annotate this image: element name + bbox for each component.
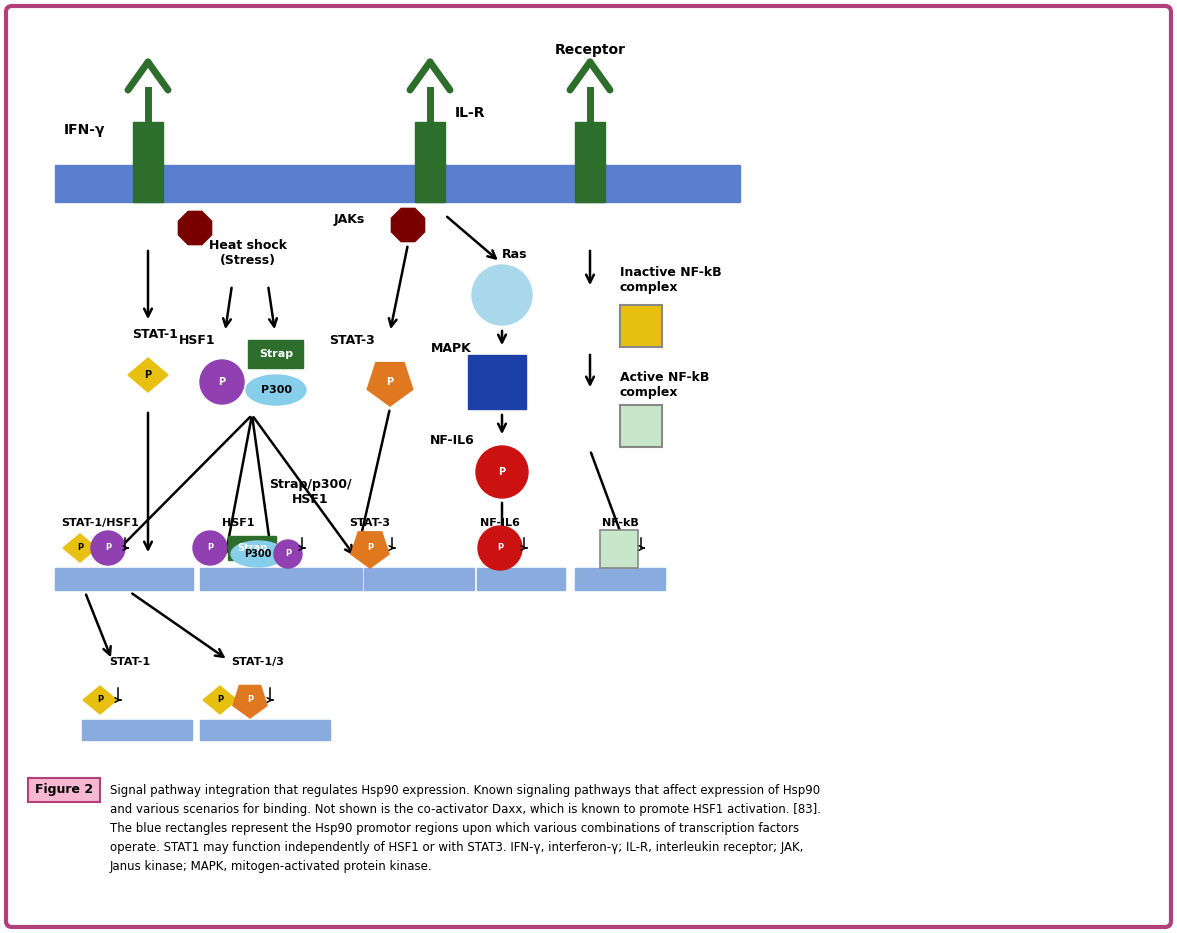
Text: operate. STAT1 may function independently of HSF1 or with STAT3. IFN-γ, interfer: operate. STAT1 may function independentl… bbox=[109, 841, 804, 854]
Text: Figure 2: Figure 2 bbox=[35, 784, 93, 797]
Text: IL-R: IL-R bbox=[455, 106, 485, 120]
Text: STAT-1: STAT-1 bbox=[109, 657, 151, 667]
Text: Receptor: Receptor bbox=[554, 43, 625, 57]
Text: MAPK: MAPK bbox=[431, 341, 472, 355]
Text: P: P bbox=[285, 550, 291, 559]
Bar bbox=[228, 536, 275, 560]
Ellipse shape bbox=[246, 375, 306, 405]
Polygon shape bbox=[128, 358, 168, 392]
Text: NF-kB: NF-kB bbox=[601, 518, 638, 528]
Bar bbox=[468, 355, 526, 409]
Text: Janus kinase; MAPK, mitogen-activated protein kinase.: Janus kinase; MAPK, mitogen-activated pr… bbox=[109, 860, 433, 873]
Circle shape bbox=[193, 531, 227, 565]
Text: and various scenarios for binding. Not shown is the co-activator Daxx, which is : and various scenarios for binding. Not s… bbox=[109, 803, 822, 816]
Text: Heat shock
(Stress): Heat shock (Stress) bbox=[210, 239, 287, 267]
Text: P: P bbox=[386, 377, 393, 387]
Text: STAT-1: STAT-1 bbox=[132, 328, 178, 341]
Text: Active NF-kB
complex: Active NF-kB complex bbox=[620, 371, 710, 399]
Bar bbox=[28, 778, 100, 802]
Bar bbox=[576, 122, 605, 202]
Text: P: P bbox=[97, 695, 104, 704]
Text: HSF1: HSF1 bbox=[179, 333, 215, 346]
Text: Signal pathway integration that regulates Hsp90 expression. Known signaling path: Signal pathway integration that regulate… bbox=[109, 784, 820, 797]
Bar bbox=[55, 165, 740, 202]
Text: STAT-3: STAT-3 bbox=[350, 518, 391, 528]
Text: The blue rectangles represent the Hsp90 promotor regions upon which various comb: The blue rectangles represent the Hsp90 … bbox=[109, 822, 799, 835]
Text: P: P bbox=[77, 544, 84, 552]
Text: Strap: Strap bbox=[259, 349, 293, 359]
Text: P: P bbox=[217, 695, 224, 704]
Bar bbox=[82, 720, 192, 740]
Bar bbox=[415, 122, 445, 202]
Bar bbox=[200, 568, 363, 590]
Text: P: P bbox=[498, 467, 506, 477]
Polygon shape bbox=[84, 686, 117, 714]
Bar bbox=[133, 122, 162, 202]
Text: P300: P300 bbox=[245, 549, 272, 559]
Circle shape bbox=[274, 540, 302, 568]
Polygon shape bbox=[202, 686, 237, 714]
Text: Strap: Strap bbox=[237, 543, 267, 553]
Text: P: P bbox=[247, 695, 253, 704]
Bar bbox=[620, 305, 661, 347]
Circle shape bbox=[91, 531, 125, 565]
Text: NF-IL6: NF-IL6 bbox=[480, 518, 520, 528]
Text: P: P bbox=[145, 370, 152, 380]
Text: Inactive NF-kB
complex: Inactive NF-kB complex bbox=[620, 266, 722, 294]
Bar bbox=[248, 340, 302, 368]
Ellipse shape bbox=[231, 541, 285, 567]
Text: HSF1: HSF1 bbox=[221, 518, 254, 528]
Circle shape bbox=[200, 360, 244, 404]
Text: Ras: Ras bbox=[503, 248, 527, 261]
Circle shape bbox=[476, 446, 528, 498]
FancyBboxPatch shape bbox=[6, 6, 1171, 927]
Circle shape bbox=[472, 265, 532, 325]
Text: P: P bbox=[497, 544, 503, 552]
Text: P: P bbox=[219, 377, 226, 387]
Bar bbox=[620, 405, 661, 447]
Text: STAT-1/3: STAT-1/3 bbox=[232, 657, 285, 667]
Text: P: P bbox=[367, 544, 373, 552]
Text: Strap/p300/
HSF1: Strap/p300/ HSF1 bbox=[268, 478, 351, 506]
Bar bbox=[600, 530, 638, 568]
Bar bbox=[477, 568, 565, 590]
Text: STAT-3: STAT-3 bbox=[330, 333, 375, 346]
Bar bbox=[200, 720, 330, 740]
Bar bbox=[55, 568, 193, 590]
Bar bbox=[576, 568, 665, 590]
Polygon shape bbox=[64, 534, 97, 562]
Text: IFN-γ: IFN-γ bbox=[64, 123, 105, 137]
Text: P: P bbox=[105, 544, 111, 552]
Text: STAT-1/HSF1: STAT-1/HSF1 bbox=[61, 518, 139, 528]
Text: P: P bbox=[207, 544, 213, 552]
Circle shape bbox=[478, 526, 523, 570]
Text: NF-IL6: NF-IL6 bbox=[431, 434, 476, 447]
Text: JAKs: JAKs bbox=[334, 214, 365, 227]
Text: P300: P300 bbox=[260, 385, 292, 395]
Bar bbox=[364, 568, 474, 590]
